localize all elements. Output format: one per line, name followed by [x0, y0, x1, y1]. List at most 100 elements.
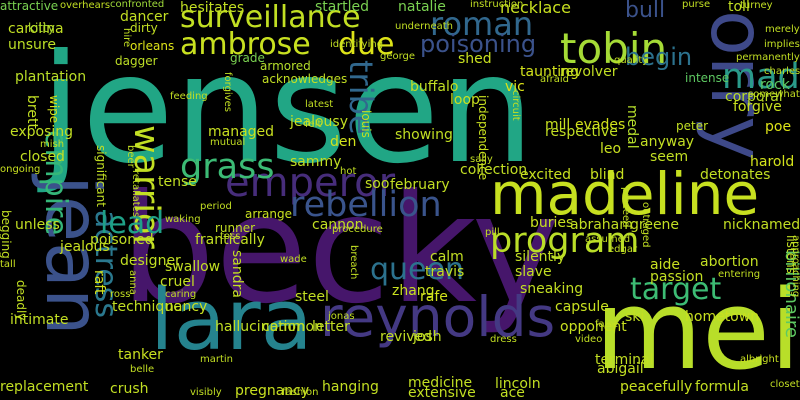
word-madeline: madeline — [490, 160, 760, 228]
word-proceed: proceed — [620, 187, 631, 228]
word-respective: respective — [545, 124, 618, 140]
word-crush: crush — [110, 381, 149, 397]
word-retaliates: retaliates — [130, 170, 141, 218]
word-closed: closed — [20, 149, 65, 165]
word-hallucination: hallucination — [215, 319, 305, 335]
word-breach: breach — [348, 245, 359, 280]
word-medal: medal — [624, 105, 640, 149]
word-implies: implies — [764, 39, 800, 50]
word-pregnancy: pregnancy — [235, 383, 310, 399]
word-closet: closet — [770, 379, 800, 390]
word-queen: queen — [370, 252, 464, 287]
word-attractive: attractive — [0, 0, 59, 13]
word-jealous: jealous — [60, 239, 110, 255]
word-dagger: dagger — [115, 54, 158, 68]
word-felt: felt — [305, 119, 322, 130]
word-unless: unless — [15, 217, 60, 233]
word-necklace: necklace — [500, 0, 571, 17]
word-common: common — [262, 319, 323, 335]
word-target: target — [630, 272, 722, 307]
word-letter: letter — [312, 319, 350, 335]
word-forgive: forgive — [733, 99, 782, 115]
word-calm: calm — [430, 249, 464, 265]
word-kitty: kitty — [28, 21, 55, 35]
word-waking: waking — [165, 214, 201, 225]
word-february: february — [390, 177, 450, 193]
word-soo: soo — [365, 176, 390, 192]
word-abraham: abraham — [570, 217, 633, 233]
word-dancer: dancer — [120, 9, 169, 25]
word-frantically: frantically — [195, 232, 265, 248]
word-video: video — [575, 334, 603, 345]
word-afraid: afraid — [540, 74, 570, 85]
word-managed: managed — [208, 124, 275, 140]
word-mill: mill — [545, 117, 571, 133]
word-passion: passion — [650, 269, 704, 285]
word-technique: technique — [112, 299, 182, 315]
word-collection: collection — [460, 162, 528, 178]
word-evades: evades — [575, 117, 626, 133]
word-jealousy: jealousy — [290, 114, 348, 130]
word-raft: raft — [91, 270, 107, 295]
word-belle: belle — [130, 364, 155, 375]
word-harold: harold — [750, 154, 795, 170]
word-pill: pill — [485, 227, 500, 238]
word-latest: latest — [305, 99, 334, 110]
word-extensive: extensive — [408, 385, 476, 400]
word-poisoned: poisoned — [90, 232, 154, 248]
word-permanently: permanently — [736, 52, 800, 63]
word-edgar: edgar — [608, 244, 638, 255]
word-lara: lara — [150, 271, 313, 370]
word-mutual: mutual — [210, 137, 246, 148]
word-capsule: capsule — [555, 299, 609, 315]
word-louis: louis — [359, 110, 373, 138]
word-medicine: medicine — [408, 375, 473, 391]
word-buries: buries — [530, 215, 574, 231]
word-designer: designer — [120, 253, 181, 269]
word-aide: aide — [650, 257, 680, 273]
word-corporal: corporal — [725, 89, 783, 105]
word-grass: grass — [180, 147, 275, 187]
word-replacement: replacement — [0, 379, 89, 395]
word-intense: intense — [685, 71, 730, 85]
word-cruel: cruel — [160, 274, 195, 290]
word-turney: turney — [740, 0, 773, 11]
word-mish: mish — [40, 139, 65, 150]
word-greene: greene — [630, 217, 680, 233]
word-dirty: dirty — [130, 21, 158, 35]
word-abortion: abortion — [700, 254, 759, 270]
word-josh: josh — [413, 329, 442, 345]
word-ski: ski — [625, 309, 645, 325]
word-grade: grade — [230, 51, 265, 65]
word-quality: quality — [614, 55, 649, 66]
word-begin: begin — [625, 43, 693, 71]
word-roman: roman — [430, 5, 534, 43]
word-feeding: feeding — [170, 91, 208, 102]
word-assumed: assumed — [585, 234, 631, 245]
word-reynolds: reynolds — [320, 285, 556, 349]
word-lincoln: lincoln — [495, 376, 541, 392]
word-travis: travis — [425, 264, 465, 280]
word-startled: startled — [315, 0, 369, 15]
word-underneath: underneath — [395, 21, 453, 32]
word-ross: ross — [110, 289, 131, 300]
word-ongoing: ongoing — [0, 164, 41, 175]
word-merely: merely — [765, 24, 800, 35]
word-forgives: forgives — [222, 72, 233, 112]
word-silently: silently — [515, 249, 566, 265]
word-loop: loop — [450, 92, 480, 108]
word-surveillance: surveillance — [180, 0, 361, 35]
word-george: george — [380, 51, 416, 62]
word-faint: faint — [595, 319, 618, 330]
word-arrange: arrange — [245, 207, 292, 221]
word-exposing: exposing — [10, 124, 74, 140]
word-swallow: swallow — [165, 259, 221, 275]
word-intimate: intimate — [10, 312, 69, 328]
word-plantation: plantation — [15, 69, 87, 85]
word-ambrose: ambrose — [180, 27, 311, 62]
word-instruction: instruction — [470, 0, 524, 10]
word-peacefully: peacefully — [620, 379, 693, 395]
word-abigail: abigail — [597, 361, 644, 377]
word-outraged: outraged — [640, 202, 651, 248]
word-ace: ace — [500, 385, 525, 400]
